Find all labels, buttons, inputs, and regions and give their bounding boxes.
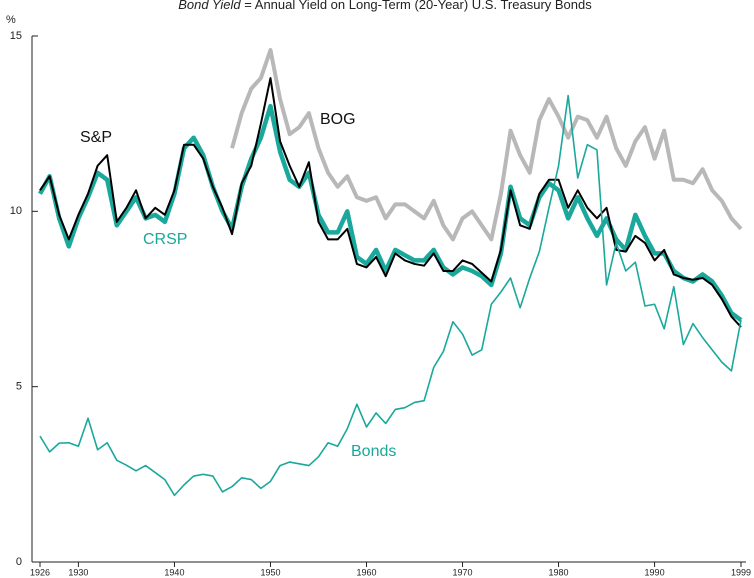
- series-line: [39, 77, 742, 328]
- x-tick-label: 1940: [164, 567, 184, 577]
- series-label: S&P: [80, 129, 112, 146]
- x-tick-label: 1960: [356, 567, 376, 577]
- y-tick-label: 0: [16, 556, 22, 568]
- x-tick-label: 1999: [731, 567, 751, 577]
- series-line: [39, 94, 742, 497]
- series-label: Bonds: [351, 443, 396, 460]
- x-tick-label: 1950: [260, 567, 280, 577]
- x-tick-label: 1926: [30, 567, 50, 577]
- subtitle-term: Bond Yield: [178, 0, 241, 12]
- series-label: CRSP: [143, 231, 187, 248]
- subtitle: Bond Yield = Annual Yield on Long-Term (…: [178, 0, 592, 12]
- y-tick-label: 10: [10, 205, 22, 217]
- y-tick-label: 15: [10, 30, 22, 42]
- x-tick-label: 1970: [453, 567, 473, 577]
- series-line: [230, 48, 743, 242]
- x-tick-label: 1980: [549, 567, 569, 577]
- x-tick-label: 1990: [645, 567, 665, 577]
- y-axis-label: %: [6, 14, 16, 26]
- series-label: BOG: [320, 111, 356, 128]
- x-tick-label: 1930: [68, 567, 88, 577]
- subtitle-text: = Annual Yield on Long-Term (20-Year) U.…: [244, 0, 592, 12]
- y-tick-label: 5: [16, 381, 22, 393]
- series-line: [38, 103, 743, 322]
